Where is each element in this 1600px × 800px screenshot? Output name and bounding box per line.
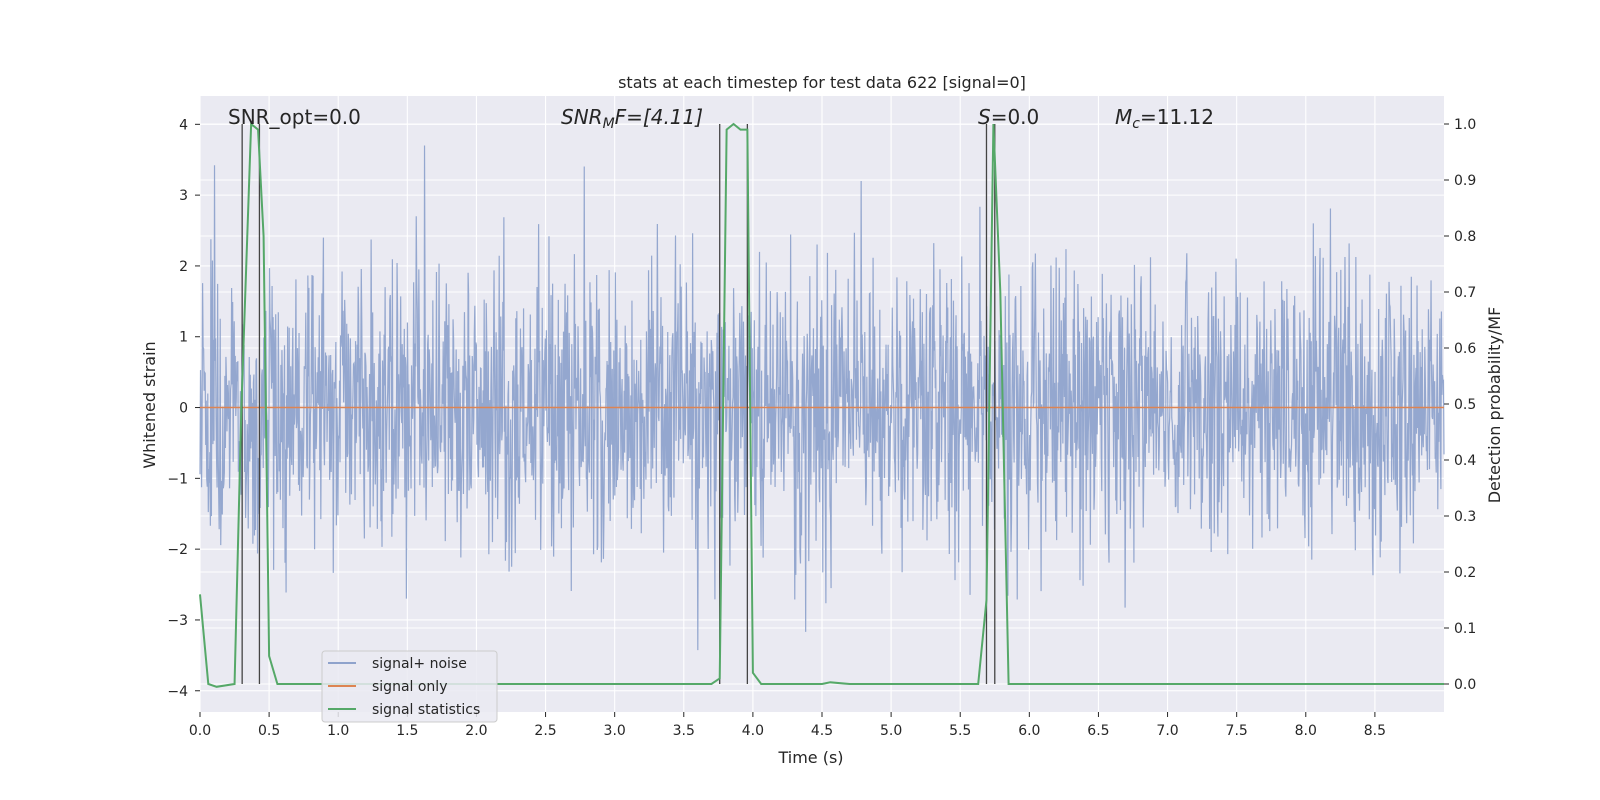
x-tick-label: 0.5 (258, 723, 280, 739)
x-tick-label: 2.0 (465, 723, 487, 739)
left-y-axis-ticks: −4 −3 −2 −1 0 1 2 3 4 (167, 117, 200, 700)
y-right-tick-label: 0.3 (1454, 509, 1476, 525)
y-left-tick-label: −3 (167, 613, 188, 629)
y-right-tick-label: 1.0 (1454, 117, 1476, 133)
annotation-snr-mf: SNRMF=[4.11] (561, 105, 703, 132)
y-left-tick-label: 0 (179, 401, 188, 417)
y-right-tick-label: 0.4 (1454, 453, 1476, 469)
y-left-tick-label: −2 (167, 542, 188, 558)
mc-subscript: c (1132, 116, 1140, 132)
mc-value: =11.12 (1140, 105, 1214, 129)
y-right-tick-label: 0.1 (1454, 621, 1476, 637)
signal-noise-series (199, 145, 1445, 651)
x-tick-label: 8.0 (1295, 723, 1317, 739)
annotation-mc: Mc=11.12 (1115, 105, 1214, 132)
chart-title: stats at each timestep for test data 622… (618, 73, 1026, 92)
x-tick-label: 4.0 (742, 723, 764, 739)
left-y-axis-label: Whitened strain (140, 341, 159, 468)
annotation-snr-opt: SNR_opt=0.0 (228, 105, 361, 129)
legend-box (321, 650, 498, 723)
x-tick-label: 3.5 (673, 723, 695, 739)
x-tick-label: 6.0 (1018, 723, 1040, 739)
y-right-tick-label: 0.6 (1454, 341, 1476, 357)
snr-mf-value: F=[4.11] (615, 105, 703, 129)
x-tick-label: 2.5 (534, 723, 556, 739)
x-axis-label: Time (s) (777, 748, 843, 767)
x-tick-label: 5.0 (880, 723, 902, 739)
x-tick-label: 1.5 (396, 723, 418, 739)
legend-label-signal-statistics: signal statistics (372, 702, 480, 718)
legend-label-signal-noise: signal+ noise (372, 656, 467, 672)
legend-label-signal-only: signal only (372, 679, 447, 695)
s-symbol: S (978, 105, 991, 129)
legend: signal+ noise signal only signal statist… (321, 650, 498, 723)
y-left-tick-label: −4 (167, 684, 188, 700)
y-right-tick-label: 0.9 (1454, 173, 1476, 189)
y-right-tick-label: 0.8 (1454, 229, 1476, 245)
y-right-tick-label: 0.0 (1454, 677, 1476, 693)
y-right-tick-label: 0.2 (1454, 565, 1476, 581)
mc-symbol: M (1115, 105, 1132, 129)
x-tick-label: 3.0 (604, 723, 626, 739)
x-tick-label: 0.0 (189, 723, 211, 739)
s-value: =0.0 (991, 105, 1040, 129)
annotation-s: S=0.0 (978, 105, 1039, 129)
snr-mf-subscript: M (603, 116, 615, 132)
y-left-tick-label: 2 (179, 259, 188, 275)
x-tick-label: 7.0 (1156, 723, 1178, 739)
y-left-tick-label: 4 (179, 117, 188, 133)
x-tick-label: 1.0 (327, 723, 349, 739)
right-y-axis-label: Detection probability/MF (1485, 307, 1504, 504)
right-y-axis-ticks: 0.0 0.1 0.2 0.3 0.4 0.5 0.6 0.7 0.8 0.9 1.0 (1444, 117, 1476, 693)
y-right-tick-label: 0.5 (1454, 397, 1476, 413)
signal-statistics-series (199, 121, 1444, 688)
x-axis-ticks: 0.0 0.5 1.0 1.5 2.0 2.5 3.0 3.5 4.0 4.5 5.0 5.5 6.0 6… (189, 712, 1386, 739)
x-tick-label: 5.5 (949, 723, 971, 739)
signal-noise-line (199, 145, 1445, 651)
x-tick-label: 6.5 (1087, 723, 1109, 739)
y-right-tick-label: 0.7 (1454, 285, 1476, 301)
snr-mf-symbol: SNR (561, 105, 603, 129)
y-left-tick-label: 1 (179, 330, 188, 346)
y-left-tick-label: 3 (179, 188, 188, 204)
x-tick-label: 8.5 (1364, 723, 1386, 739)
x-tick-label: 7.5 (1226, 723, 1248, 739)
y-left-tick-label: −1 (167, 471, 188, 487)
x-tick-label: 4.5 (811, 723, 833, 739)
signal-statistics-line (199, 121, 1444, 688)
